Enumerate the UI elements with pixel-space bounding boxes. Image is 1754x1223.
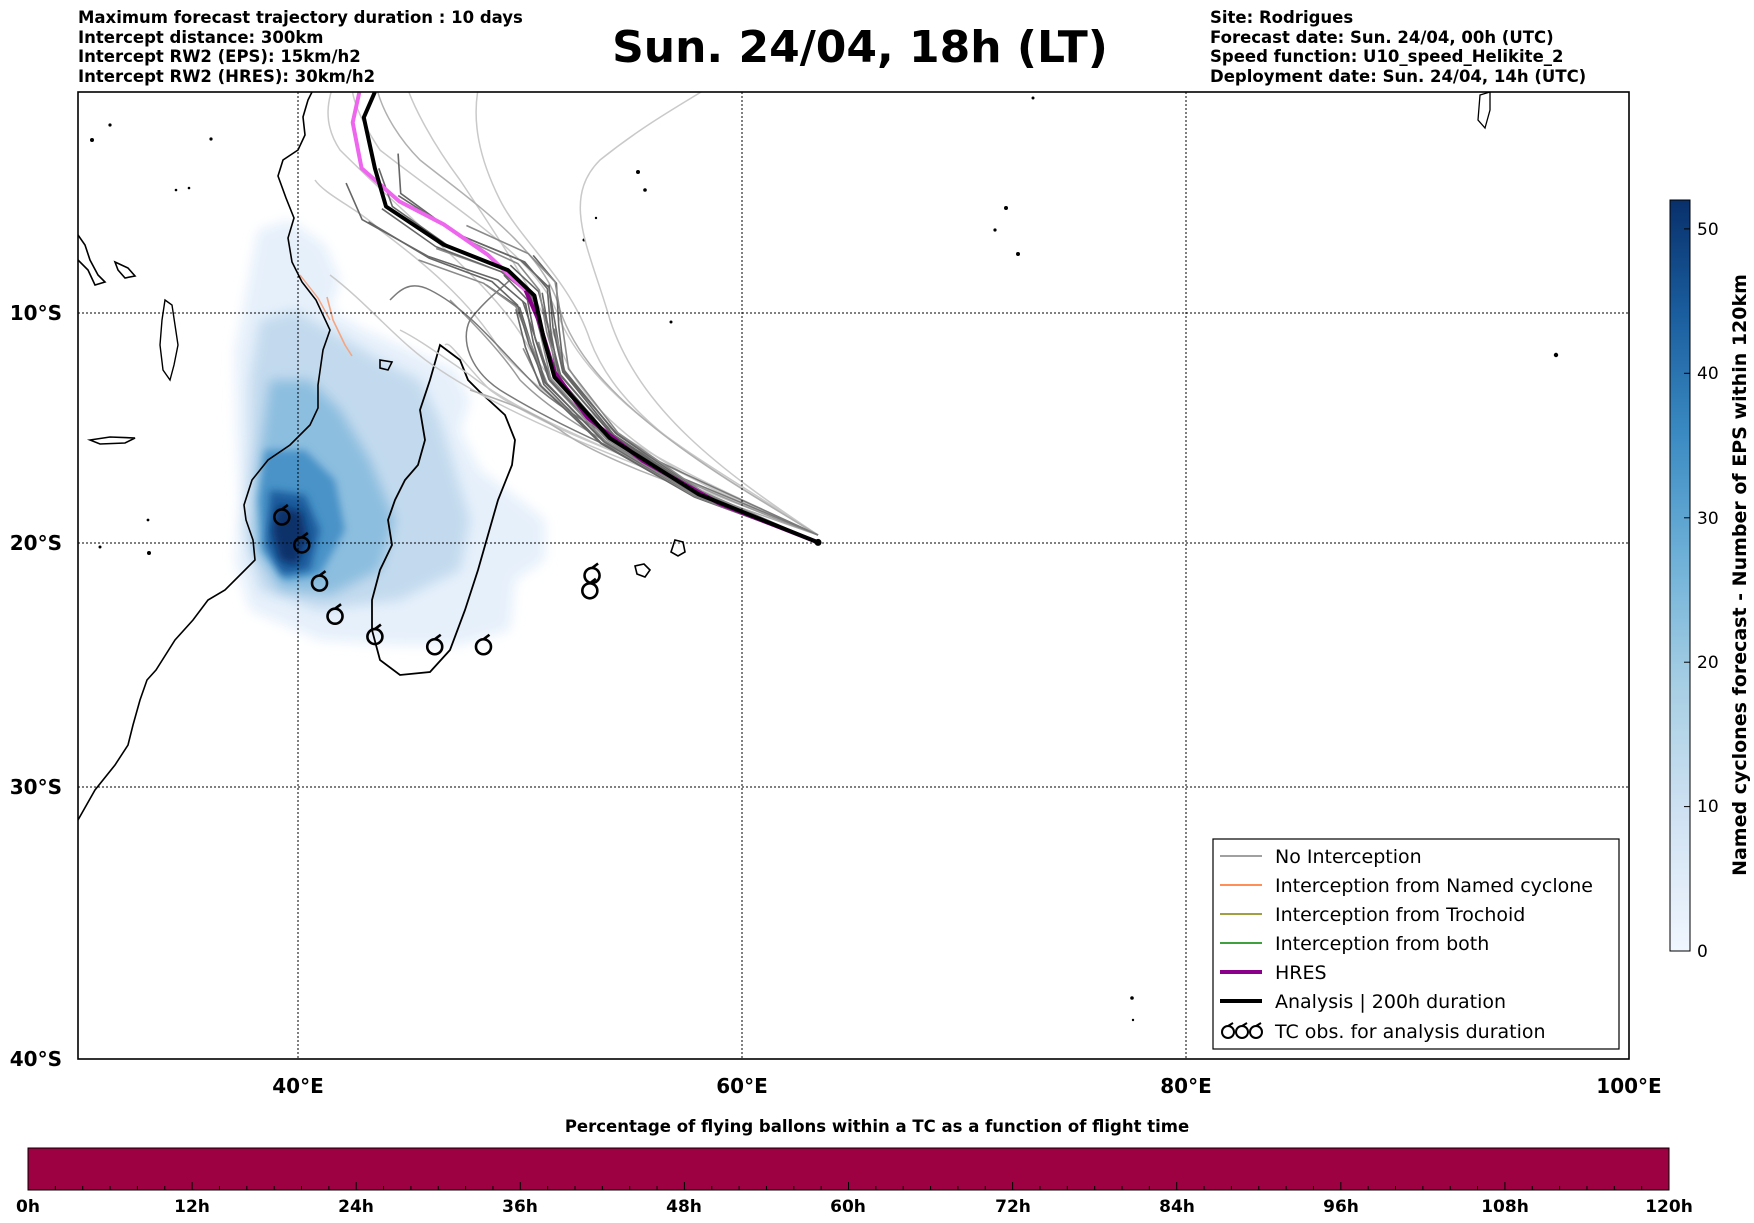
eps-colorbar-tick-50: 50 bbox=[1697, 220, 1719, 240]
tc-observation-marker bbox=[366, 623, 384, 646]
coastlines bbox=[78, 92, 1491, 821]
tc-observation-marker bbox=[326, 603, 344, 626]
launch-site-marker bbox=[814, 538, 822, 546]
analysis-track bbox=[361, 92, 819, 545]
tc-observations bbox=[273, 503, 601, 656]
legend-swatch-tc-obs bbox=[1221, 1022, 1263, 1039]
lat-tick-40s: 40°S bbox=[10, 1047, 62, 1071]
eps-trajectory bbox=[466, 224, 819, 544]
flight-bar-title: Percentage of flying ballons within a TC… bbox=[564, 1117, 1190, 1136]
header-left-info: Maximum forecast trajectory duration : 1… bbox=[78, 8, 523, 86]
tc-observation-marker bbox=[425, 633, 444, 656]
tc-observation-marker bbox=[581, 577, 599, 600]
header-left-line-4: Intercept RW2 (HRES): 30km/h2 bbox=[78, 66, 376, 86]
eps-colorbar-tick-40: 40 bbox=[1697, 364, 1719, 384]
legend: No Interception Interception from Named … bbox=[1212, 838, 1620, 1050]
flight-tick-36h: 36h bbox=[502, 1197, 538, 1217]
page-title: Sun. 24/04, 18h (LT) bbox=[612, 22, 1108, 73]
eps-colorbar-label: Named cyclones forecast - Number of EPS … bbox=[1729, 274, 1751, 876]
legend-label-named-cyclone: Interception from Named cyclone bbox=[1275, 875, 1593, 897]
flight-tick-84h: 84h bbox=[1159, 1197, 1195, 1217]
map-frame bbox=[77, 91, 1630, 1060]
flight-tick-48h: 48h bbox=[666, 1197, 702, 1217]
lat-tick-20s: 20°S bbox=[10, 531, 62, 555]
eps-colorbar-tick-0: 0 bbox=[1697, 942, 1708, 962]
flight-time-bar: 0h 12h 24h 36h 48h 60h 72h 84h 96h 108h … bbox=[16, 1147, 1693, 1217]
flight-tick-72h: 72h bbox=[995, 1197, 1031, 1217]
tc-observation-marker bbox=[474, 633, 493, 656]
tc-observation-marker bbox=[310, 570, 329, 592]
header-left-line-2: Intercept distance: 300km bbox=[78, 27, 324, 47]
eps-trajectory bbox=[509, 264, 819, 544]
tc-observation-marker bbox=[292, 531, 311, 554]
map-axes: 40°E 60°E 80°E 100°E 10°S 20°S 30°S 40°S bbox=[10, 301, 1662, 1098]
header-right-line-1: Site: Rodrigues bbox=[1210, 8, 1354, 27]
lon-tick-80: 80°E bbox=[1160, 1074, 1212, 1098]
flight-tick-60h: 60h bbox=[830, 1197, 866, 1217]
eps-colorbar: 0 10 20 30 40 50 Named cyclones forecast… bbox=[1669, 199, 1751, 962]
legend-label-both: Interception from both bbox=[1275, 933, 1489, 955]
eps-colorbar-tick-20: 20 bbox=[1697, 653, 1719, 673]
eps-trajectory bbox=[397, 153, 819, 544]
flight-tick-108h: 108h bbox=[1481, 1197, 1529, 1217]
flight-tick-12h: 12h bbox=[174, 1197, 210, 1217]
tc-observation-marker bbox=[273, 503, 291, 526]
flight-tick-0h: 0h bbox=[16, 1197, 40, 1217]
header-right-info: Site: Rodrigues Forecast date: Sun. 24/0… bbox=[1210, 8, 1586, 86]
legend-label-tc-obs: TC obs. for analysis duration bbox=[1274, 1021, 1546, 1043]
eps-trajectories bbox=[314, 92, 819, 536]
lon-tick-40: 40°E bbox=[272, 1074, 324, 1098]
lon-tick-60: 60°E bbox=[716, 1074, 768, 1098]
eps-density-field bbox=[235, 220, 545, 645]
flight-tick-24h: 24h bbox=[338, 1197, 374, 1217]
header-left-line-3: Intercept RW2 (EPS): 15km/h2 bbox=[78, 47, 361, 66]
header-right-line-4: Deployment date: Sun. 24/04, 14h (UTC) bbox=[1210, 66, 1587, 86]
legend-label-no-interception: No Interception bbox=[1275, 846, 1422, 868]
eps-colorbar-gradient bbox=[1669, 199, 1691, 952]
eps-colorbar-tick-10: 10 bbox=[1697, 797, 1719, 817]
legend-box bbox=[1212, 838, 1620, 1050]
header-right-line-2: Forecast date: Sun. 24/04, 00h (UTC) bbox=[1210, 27, 1554, 47]
header-right-line-3: Speed function: U10_speed_Helikite_2 bbox=[1210, 47, 1564, 66]
legend-label-analysis: Analysis | 200h duration bbox=[1275, 991, 1506, 1013]
eps-colorbar-tick-30: 30 bbox=[1697, 509, 1719, 529]
lat-tick-30s: 30°S bbox=[10, 775, 62, 799]
lat-tick-10s: 10°S bbox=[10, 301, 62, 325]
header-left-line-1: Maximum forecast trajectory duration : 1… bbox=[78, 8, 523, 27]
gridlines bbox=[78, 92, 1629, 1059]
flight-tick-120h: 120h bbox=[1645, 1197, 1693, 1217]
hres-track-early bbox=[350, 92, 527, 292]
flight-tick-96h: 96h bbox=[1323, 1197, 1359, 1217]
lon-tick-100: 100°E bbox=[1596, 1074, 1661, 1098]
legend-label-trochoid: Interception from Trochoid bbox=[1275, 904, 1525, 926]
legend-label-hres: HRES bbox=[1275, 962, 1327, 984]
reference-tracks bbox=[299, 92, 822, 546]
